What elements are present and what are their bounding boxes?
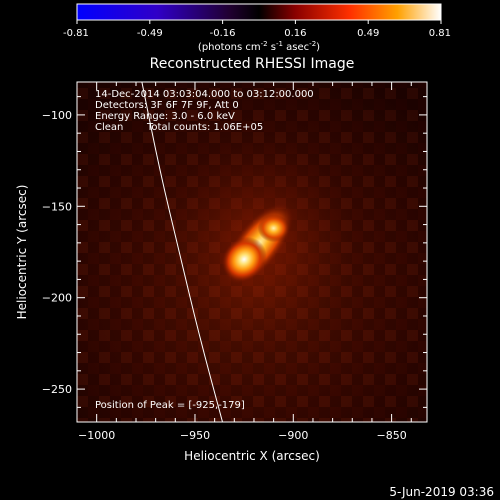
info-total-counts: Total counts: 1.06E+05	[146, 122, 263, 133]
info-detectors: Detectors: 3F 6F 7F 9F, Att 0	[95, 100, 239, 111]
colorbar-tick-label: -0.16	[210, 28, 236, 39]
source-peak	[221, 236, 267, 282]
source-secondary	[257, 214, 290, 243]
y-axis-label: Heliocentric Y (arcsec)	[15, 185, 29, 320]
plot-frame	[76, 81, 428, 423]
footer-date: 5-Jun-2019 03:36	[389, 485, 494, 499]
colorbar-units: (photons cm-2 s-1 asec-2)	[198, 40, 320, 53]
x-tick-label: −850	[376, 429, 406, 442]
colorbar-tick-label: 0.49	[357, 28, 379, 39]
colorbar-tick-label: -0.81	[63, 28, 89, 39]
y-tick-label: −250	[42, 383, 72, 396]
colorbar-tick-label: 0.16	[284, 28, 306, 39]
x-tick-label: −900	[278, 429, 308, 442]
y-tick-label: −150	[42, 200, 72, 213]
colorbar-ticks: -0.81 -0.49 -0.16 0.16 0.49 0.81	[63, 20, 451, 39]
flare-source	[163, 133, 354, 354]
info-energy-range: Energy Range: 3.0 - 6.0 keV	[95, 111, 235, 122]
info-method: Clean	[95, 122, 123, 133]
rhessi-image	[77, 82, 427, 422]
x-axis-label: Heliocentric X (arcsec)	[184, 449, 320, 463]
info-block: 14-Dec-2014 03:03:04.000 to 03:12:00.000…	[95, 89, 314, 133]
colorbar-tick-label: 0.81	[429, 28, 451, 39]
info-time-range: 14-Dec-2014 03:03:04.000 to 03:12:00.000	[95, 89, 314, 100]
axis-ticks: −1000 −950 −900 −850 −100 −150 −200 −250	[42, 82, 427, 442]
solar-limb	[141, 82, 223, 422]
x-tick-label: −950	[180, 429, 210, 442]
x-tick-label: −1000	[78, 429, 115, 442]
plot-title: Reconstructed RHESSI Image	[150, 56, 355, 72]
peak-position-label: Position of Peak = [-925,-179]	[95, 400, 245, 411]
colorbar	[76, 3, 442, 21]
colorbar-tick-label: -0.49	[137, 28, 163, 39]
y-tick-label: −100	[42, 109, 72, 122]
y-tick-label: −200	[42, 292, 72, 305]
